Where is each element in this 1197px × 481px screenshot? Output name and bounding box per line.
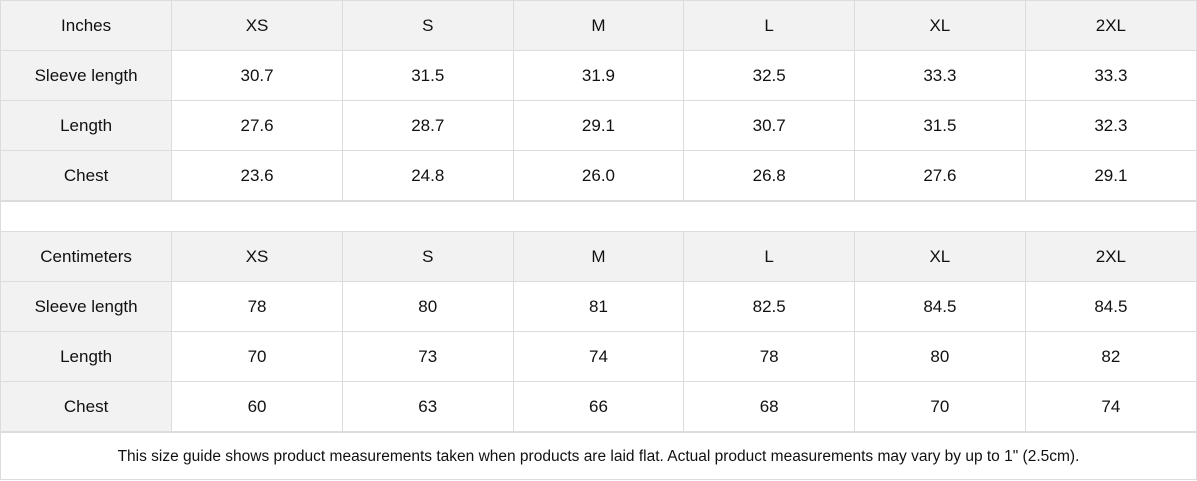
measurement-cell: 78: [171, 281, 343, 332]
measurement-cell: 26.0: [512, 150, 685, 201]
row-label: Length: [1, 100, 173, 151]
measurement-cell: 27.6: [171, 100, 343, 151]
size-header: S: [341, 1, 514, 51]
table-row: Length 27.6 28.7 29.1 30.7 31.5 32.3: [1, 100, 1196, 151]
row-label: Sleeve length: [1, 281, 173, 332]
measurement-cell: 60: [171, 381, 343, 432]
measurement-cell: 80: [341, 281, 514, 332]
measurement-cell: 74: [512, 331, 685, 382]
measurement-cell: 23.6: [171, 150, 343, 201]
measurement-cell: 31.9: [512, 50, 685, 101]
measurement-cell: 84.5: [854, 281, 1026, 332]
size-header: L: [683, 232, 856, 282]
table-spacer: [1, 201, 1196, 232]
centimeters-size-table: Centimeters XS S M L XL 2XL Sleeve length 78 80 81…: [1, 232, 1196, 432]
inches-size-table: Inches XS S M L XL 2XL Sleeve length 30.7 31.5 31.…: [1, 1, 1196, 201]
size-header: M: [512, 1, 685, 51]
table-row: Length 70 73 74 78 80 82: [1, 331, 1196, 382]
size-header: XL: [854, 232, 1026, 282]
measurement-cell: 82: [1024, 331, 1196, 382]
size-header: S: [341, 232, 514, 282]
measurement-cell: 29.1: [1024, 150, 1196, 201]
measurement-cell: 66: [512, 381, 685, 432]
measurement-cell: 78: [683, 331, 856, 382]
size-header: 2XL: [1024, 232, 1196, 282]
measurement-cell: 29.1: [512, 100, 685, 151]
measurement-cell: 26.8: [683, 150, 856, 201]
measurement-cell: 31.5: [341, 50, 514, 101]
row-label: Chest: [1, 381, 173, 432]
row-label: Chest: [1, 150, 173, 201]
header-row: Centimeters XS S M L XL 2XL: [1, 232, 1196, 282]
size-guide-note: This size guide shows product measuremen…: [1, 432, 1196, 481]
measurement-cell: 33.3: [1024, 50, 1196, 101]
measurement-cell: 27.6: [854, 150, 1026, 201]
row-label: Sleeve length: [1, 50, 173, 101]
size-header: XS: [171, 1, 343, 51]
unit-header: Centimeters: [1, 232, 173, 282]
unit-header: Inches: [1, 1, 173, 51]
measurement-cell: 70: [854, 381, 1026, 432]
size-header: XS: [171, 232, 343, 282]
measurement-cell: 80: [854, 331, 1026, 382]
measurement-cell: 63: [341, 381, 514, 432]
row-label: Length: [1, 331, 173, 382]
table-row: Sleeve length 30.7 31.5 31.9 32.5 33.3 33.3: [1, 50, 1196, 101]
measurement-cell: 31.5: [854, 100, 1026, 151]
table-row: Sleeve length 78 80 81 82.5 84.5 84.5: [1, 281, 1196, 332]
measurement-cell: 84.5: [1024, 281, 1196, 332]
measurement-cell: 73: [341, 331, 514, 382]
table-row: Chest 23.6 24.8 26.0 26.8 27.6 29.1: [1, 150, 1196, 201]
measurement-cell: 24.8: [341, 150, 514, 201]
measurement-cell: 32.5: [683, 50, 856, 101]
measurement-cell: 74: [1024, 381, 1196, 432]
measurement-cell: 32.3: [1024, 100, 1196, 151]
measurement-cell: 30.7: [171, 50, 343, 101]
measurement-cell: 28.7: [341, 100, 514, 151]
measurement-cell: 82.5: [683, 281, 856, 332]
measurement-cell: 70: [171, 331, 343, 382]
measurement-cell: 81: [512, 281, 685, 332]
size-header: L: [683, 1, 856, 51]
measurement-cell: 30.7: [683, 100, 856, 151]
header-row: Inches XS S M L XL 2XL: [1, 1, 1196, 51]
size-header: M: [512, 232, 685, 282]
size-header: 2XL: [1024, 1, 1196, 51]
measurement-cell: 33.3: [854, 50, 1026, 101]
table-row: Chest 60 63 66 68 70 74: [1, 381, 1196, 432]
size-header: XL: [854, 1, 1026, 51]
measurement-cell: 68: [683, 381, 856, 432]
